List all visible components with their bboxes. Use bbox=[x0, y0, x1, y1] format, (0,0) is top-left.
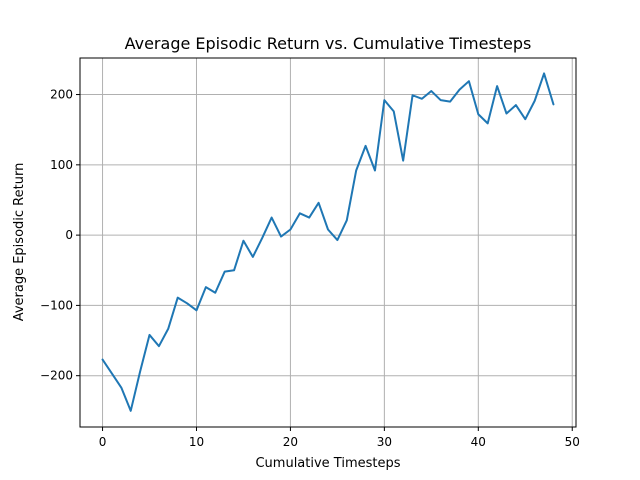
y-axis-label: Average Episodic Return bbox=[12, 163, 27, 322]
y-tick-label: 0 bbox=[65, 228, 73, 242]
x-axis-ticks: 0 10 20 30 40 50 bbox=[99, 427, 580, 449]
x-tick-label: 0 bbox=[99, 435, 107, 449]
y-axis-ticks: −200 −100 0 100 200 bbox=[40, 88, 80, 383]
x-tick-label: 30 bbox=[377, 435, 392, 449]
plot-series bbox=[101, 72, 555, 412]
y-tick-label: −100 bbox=[40, 298, 73, 312]
x-axis-label: Cumulative Timesteps bbox=[255, 456, 400, 471]
x-tick-label: 20 bbox=[283, 435, 298, 449]
y-tick-label: −200 bbox=[40, 369, 73, 383]
grid-lines bbox=[80, 58, 576, 427]
chart-title: Average Episodic Return vs. Cumulative T… bbox=[125, 34, 532, 53]
x-tick-label: 10 bbox=[189, 435, 204, 449]
y-tick-label: 100 bbox=[50, 158, 73, 172]
plot-frame bbox=[79, 57, 577, 428]
x-tick-label: 50 bbox=[565, 435, 580, 449]
y-tick-label: 200 bbox=[50, 88, 73, 102]
x-tick-label: 40 bbox=[471, 435, 486, 449]
series-line bbox=[101, 72, 555, 412]
